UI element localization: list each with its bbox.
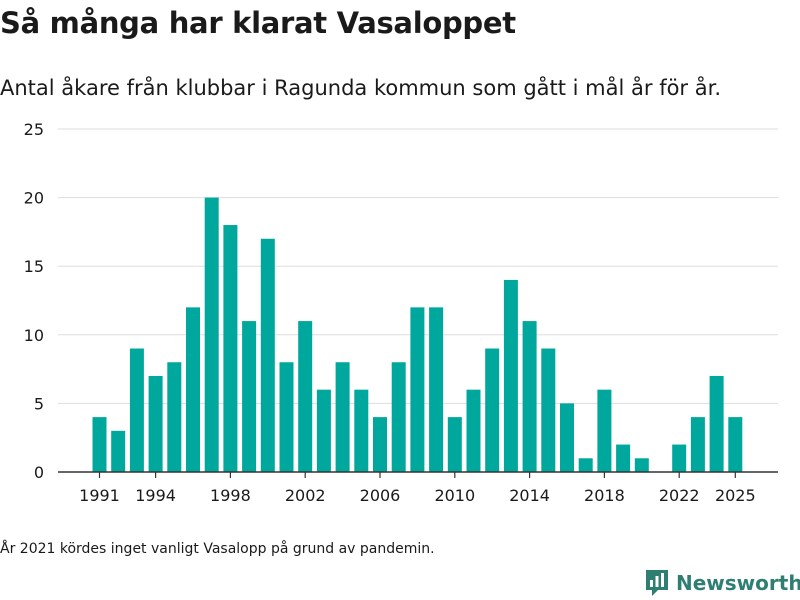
y-tick-label: 25 [24,120,44,139]
bar-2014 [522,321,537,472]
chart-subtitle: Antal åkare från klubbar i Ragunda kommu… [0,76,721,100]
bar-2001 [279,362,294,472]
bar-2005 [354,389,369,472]
x-tick-label: 1998 [210,486,251,505]
bar-2012 [485,348,500,472]
brand-name: Newsworthy [676,571,800,595]
bar-1991 [92,417,107,472]
bar-2003 [316,389,331,472]
bar-1996 [186,307,200,472]
bar-2017 [578,458,593,472]
bar-2013 [503,279,518,472]
bar-2008 [410,307,425,472]
x-tick-label: 2014 [509,486,550,505]
bar-2011 [466,389,481,472]
bar-2010 [447,417,462,472]
y-axis-tick-labels: 0 5 10 15 20 25 [24,120,44,482]
bar-2023 [690,417,705,472]
y-tick-label: 5 [34,394,44,413]
bar-2002 [298,321,313,472]
bar-2009 [429,307,444,472]
bar-1995 [167,362,182,472]
y-tick-label: 10 [24,326,44,345]
chart-footnote: År 2021 kördes inget vanligt Vasalopp på… [0,541,435,557]
bar-2007 [391,362,406,472]
x-tick-label: 2002 [285,486,326,505]
bar-2018 [597,389,612,472]
bar-2025 [728,417,743,472]
x-tick-label: 2025 [715,486,756,505]
x-axis-tick-labels: 1991 1994 1998 2002 2006 2010 2014 2018 2022 2025 [79,486,756,505]
x-tick-label: 2006 [360,486,401,505]
bar-2000 [260,238,275,472]
x-axis [58,471,778,478]
newsworthy-logo-icon [646,570,668,596]
bar-2004 [335,362,350,472]
x-tick-label: 1994 [135,486,176,505]
bar-1994 [148,375,163,472]
x-tick-label: 2018 [584,486,625,505]
bar-2020 [634,458,649,472]
y-tick-label: 20 [24,189,44,208]
bar-1998 [223,225,238,472]
bar-1992 [111,430,126,472]
y-tick-label: 15 [24,257,44,276]
x-tick-label: 2010 [434,486,475,505]
bar-2022 [672,444,687,472]
bar-2024 [709,375,724,472]
bar-2019 [616,444,631,472]
x-tick-label: 1991 [79,486,120,505]
bar-1997 [204,197,219,472]
bar-2006 [373,417,387,472]
bar-1999 [242,321,257,472]
bars [92,197,743,472]
brand-logo: Newsworthy [644,568,800,598]
bar-1993 [129,348,144,472]
x-tick-label: 2022 [659,486,700,505]
y-tick-label: 0 [34,463,44,482]
bar-2016 [560,403,574,472]
bar-2015 [541,348,556,472]
chart-title: Så många har klarat Vasaloppet [0,6,516,40]
